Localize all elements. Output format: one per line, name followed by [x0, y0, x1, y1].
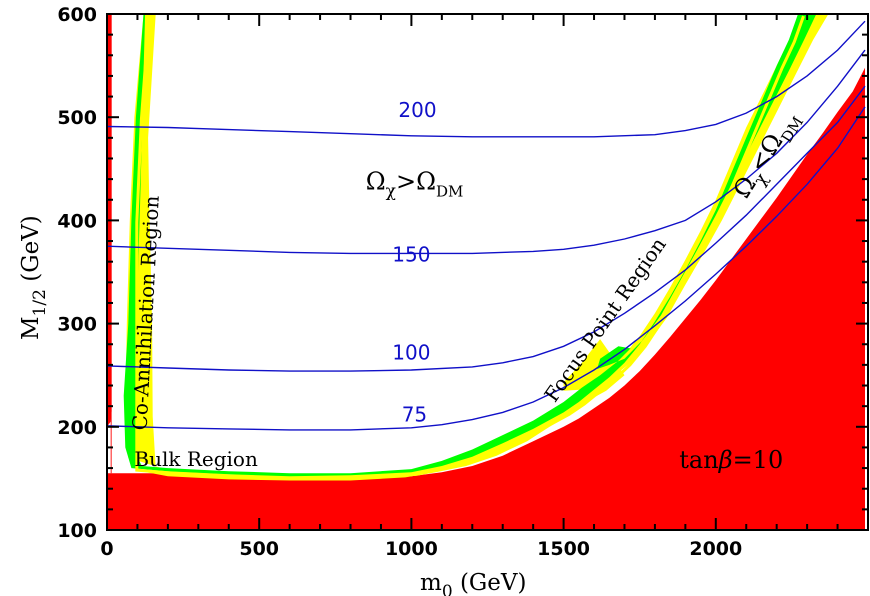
excluded-region-1 — [107, 67, 865, 530]
omega-upper-main2: Ω — [416, 167, 436, 195]
contour-label-100: 100 — [392, 341, 430, 365]
x-tick-label: 1000 — [385, 538, 438, 560]
axis-ticks — [106, 13, 869, 531]
tan-beta-annotation: tanβ=10 — [679, 446, 783, 474]
contour-150 — [107, 49, 866, 255]
contour-100 — [107, 85, 866, 372]
relic-density-bands — [123, 14, 829, 481]
y-axis-title-unit: (GeV) — [18, 215, 44, 282]
y-tick-label: 200 — [57, 417, 97, 439]
mass-contours — [107, 20, 866, 431]
y-tick-label: 600 — [57, 4, 97, 26]
svg-text:m0 (GeV): m0 (GeV) — [420, 570, 527, 596]
x-tick-label: 1500 — [537, 538, 590, 560]
x-axis-title: m0 (GeV) — [420, 570, 527, 596]
contour-label-150: 150 — [392, 243, 430, 267]
x-tick-label: 2000 — [689, 538, 742, 560]
x-axis-title-main: m — [420, 570, 442, 596]
svg-text:M1/2 (GeV): M1/2 (GeV) — [18, 215, 50, 340]
yellow-inner-strip — [135, 15, 805, 480]
x-tick-label: 500 — [239, 538, 279, 560]
y-axis-title-sub: 1/2 — [30, 289, 50, 316]
y-axis-title-main: M — [18, 316, 44, 340]
contour-200 — [107, 20, 866, 138]
y-tick-label: 400 — [57, 210, 97, 232]
x-tick-label: 0 — [100, 538, 113, 560]
contour-label-75: 75 — [402, 403, 427, 427]
x-axis-title-sub: 0 — [442, 582, 453, 596]
tan-beta-beta: β — [718, 446, 733, 474]
y-axis-title: M1/2 (GeV) — [18, 215, 50, 340]
omega-upper-sub1: χ — [386, 181, 396, 201]
omega-upper-main: Ω — [366, 167, 386, 195]
omega-upper-rel: > — [396, 167, 416, 195]
tan-beta-pre: tan — [679, 446, 718, 474]
svg-text:tanβ=10: tanβ=10 — [679, 446, 783, 474]
contour-labels: 200 150 100 75 — [392, 98, 436, 426]
y-tick-label: 100 — [57, 520, 97, 542]
svg-text:Ωχ>ΩDM: Ωχ>ΩDM — [366, 167, 464, 201]
tick-labels: 0 500 1000 1500 2000 100 200 300 400 500 600 — [57, 4, 742, 560]
contour-label-200: 200 — [398, 98, 436, 122]
contour-75 — [107, 106, 866, 431]
y-tick-label: 500 — [57, 107, 97, 129]
region-label-1: Bulk Region — [134, 447, 258, 471]
plot-frame — [106, 13, 869, 531]
omega-overdense-label: Ωχ>ΩDM — [366, 167, 464, 201]
y-tick-label: 300 — [57, 314, 97, 336]
x-axis-title-unit: (GeV) — [460, 570, 527, 596]
omega-upper-sub2: DM — [436, 182, 463, 200]
tan-beta-post: =10 — [733, 446, 784, 474]
